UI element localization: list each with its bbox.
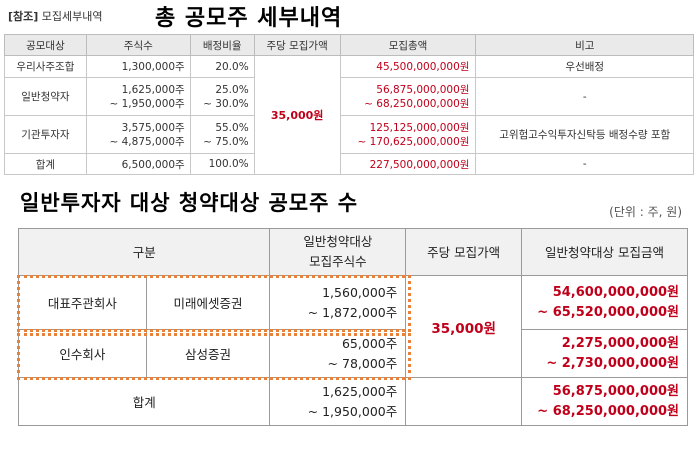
shares-max: ~ 78,000주 — [327, 355, 398, 371]
cell-total-label: 합계 — [17, 377, 271, 426]
highlight-box-lead-manager — [17, 275, 411, 332]
cell-price-per-share: 35,000원 — [405, 275, 523, 378]
cell-shares: 3,575,000주 ~ 4,875,000주 — [85, 115, 191, 154]
cell-total: 56,875,000,000원 ~ 68,250,000,000원 — [339, 77, 477, 116]
cell-amount: 54,600,000,000원 ~ 65,520,000,000원 — [521, 275, 688, 330]
cell-note: - — [475, 77, 694, 116]
shares-min: 1,560,000주 — [322, 284, 398, 300]
cell-total: 227,500,000,000원 — [339, 153, 477, 175]
cell-amount: 56,875,000,000원 ~ 68,250,000,000원 — [521, 377, 688, 426]
cell-firm: 삼성증권 — [145, 329, 271, 378]
ratio-min: 55.0% — [215, 121, 249, 134]
cell-ratio: 55.0% ~ 75.0% — [189, 115, 255, 154]
general-investor-table: 구분 일반청약대상 모집주식수 주당 모집가액 일반청약대상 모집금액 대표주관… — [17, 228, 688, 426]
amount-min: 54,600,000,000원 — [552, 284, 679, 300]
cell-ratio: 25.0% ~ 30.0% — [189, 77, 255, 116]
cell-firm: 미래에셋증권 — [145, 275, 271, 330]
cell-shares: 1,300,000주 — [85, 55, 191, 78]
title-general-investor: 일반투자자 대상 청약대상 공모주 수 — [20, 191, 359, 215]
ratio-max: ~ 75.0% — [203, 135, 249, 148]
cell-note: 우선배정 — [475, 55, 694, 78]
shares-min: 65,000주 — [341, 335, 398, 351]
header-shares: 일반청약대상 모집주식수 — [269, 228, 407, 276]
header-price: 주당 모집가액 — [405, 228, 523, 276]
header-shares: 주식수 — [85, 34, 191, 56]
cell-shares: 6,500,000주 — [85, 153, 191, 175]
ratio-min: 25.0% — [215, 83, 249, 96]
cell-ratio: 20.0% — [189, 55, 255, 78]
reference-text: 모집세부내역 — [41, 10, 103, 23]
amount-min: 2,275,000,000원 — [561, 335, 679, 351]
reference-bracket: [참조] — [8, 10, 39, 23]
header-category: 구분 — [17, 228, 271, 276]
header-shares-line2: 모집주식수 — [309, 254, 367, 269]
cell-target: 우리사주조합 — [4, 55, 87, 78]
amount-max: ~ 68,250,000,000원 — [537, 403, 679, 419]
cell-target: 기관투자자 — [4, 115, 87, 154]
cell-price-per-share: 35,000원 — [253, 55, 341, 175]
shares-max: ~ 1,950,000주 — [307, 403, 398, 419]
amount-max: ~ 2,730,000,000원 — [546, 355, 679, 371]
header-ratio: 배정비율 — [189, 34, 255, 56]
title-total-offering: 총 공모주 세부내역 — [155, 6, 343, 31]
shares-max: ~ 1,872,000주 — [307, 304, 398, 320]
shares-min: 3,575,000주 — [121, 121, 185, 134]
cell-note: 고위험고수익투자신탁등 배정수량 포함 — [475, 115, 694, 154]
cell-shares: 1,625,000주 ~ 1,950,000주 — [269, 377, 407, 426]
cell-total: 125,125,000,000원 ~ 170,625,000,000원 — [339, 115, 477, 154]
table-row: 인수회사 삼성증권 65,000주 ~ 78,000주 2,275,000,00… — [18, 329, 688, 378]
header-amount: 일반청약대상 모집금액 — [521, 228, 688, 276]
header-shares-line1: 일반청약대상 — [303, 234, 373, 249]
table-header-row: 구분 일반청약대상 모집주식수 주당 모집가액 일반청약대상 모집금액 — [17, 228, 688, 276]
cell-total: 45,500,000,000원 — [339, 55, 477, 78]
reference-label: [참조] 모집세부내역 — [8, 8, 103, 24]
header-price: 주당 모집가액 — [253, 34, 341, 56]
highlight-box-underwriter — [17, 333, 411, 380]
amount-min: 56,875,000,000원 — [552, 383, 679, 399]
shares-max: ~ 4,875,000주 — [109, 135, 185, 148]
ratio-max: ~ 30.0% — [203, 97, 249, 110]
cell-target: 일반청약자 — [4, 77, 87, 116]
shares-min: 1,625,000주 — [322, 383, 398, 399]
cell-target: 합계 — [4, 153, 87, 175]
cell-price-empty — [405, 377, 523, 426]
total-offering-table: 공모대상 주식수 배정비율 주당 모집가액 모집총액 비고 우리사주조합 1,3… — [4, 34, 694, 175]
total-min: 125,125,000,000원 — [369, 121, 470, 134]
cell-shares: 1,625,000주 ~ 1,950,000주 — [85, 77, 191, 116]
table-row: 기관투자자 3,575,000주 ~ 4,875,000주 55.0% ~ 75… — [4, 115, 694, 154]
total-max: ~ 68,250,000,000원 — [364, 97, 470, 110]
total-max: ~ 170,625,000,000원 — [357, 135, 470, 148]
table-row: 우리사주조합 1,300,000주 20.0% 35,000원 45,500,0… — [4, 55, 694, 175]
header-target: 공모대상 — [4, 34, 87, 56]
unit-label: (단위 : 주, 원) — [609, 205, 682, 219]
cell-amount: 2,275,000,000원 ~ 2,730,000,000원 — [521, 329, 688, 378]
cell-shares: 65,000주 ~ 78,000주 — [269, 329, 407, 378]
cell-note: - — [475, 153, 694, 175]
total-min: 56,875,000,000원 — [376, 83, 470, 96]
shares-min: 1,625,000주 — [121, 83, 185, 96]
table-row: 일반청약자 1,625,000주 ~ 1,950,000주 25.0% ~ 30… — [4, 77, 694, 116]
table-header-row: 공모대상 주식수 배정비율 주당 모집가액 모집총액 비고 — [4, 34, 694, 56]
amount-max: ~ 65,520,000,000원 — [537, 304, 679, 320]
table-total-row: 합계 6,500,000주 100.0% 227,500,000,000원 - — [4, 153, 694, 175]
header-total: 모집총액 — [339, 34, 477, 56]
shares-max: ~ 1,950,000주 — [109, 97, 185, 110]
cell-ratio: 100.0% — [189, 153, 255, 175]
table-total-row: 합계 1,625,000주 ~ 1,950,000주 56,875,000,00… — [17, 377, 688, 426]
header-note: 비고 — [475, 34, 694, 56]
